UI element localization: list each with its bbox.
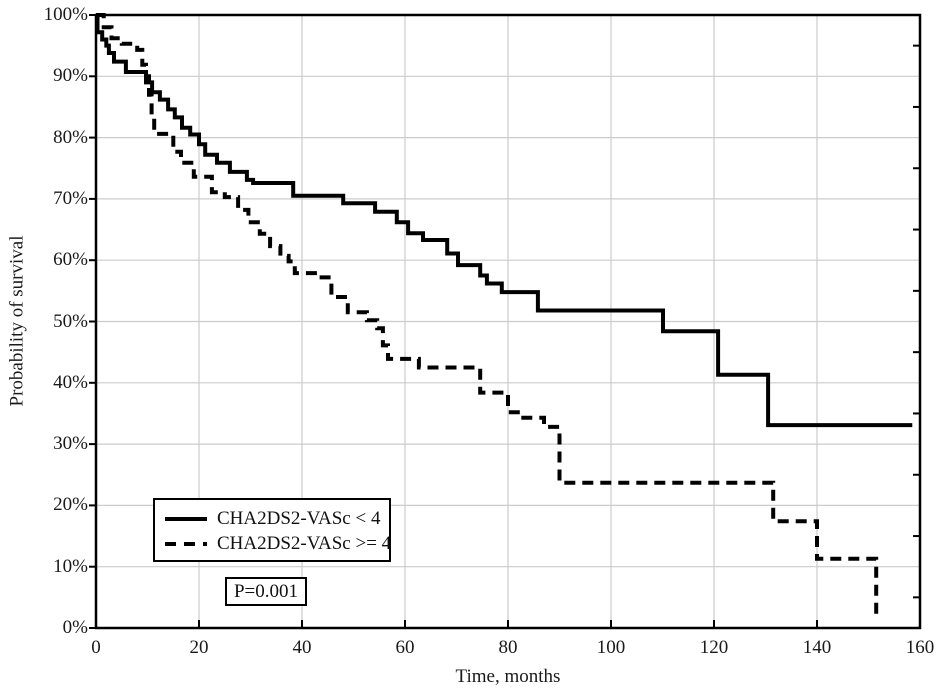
- y-tick-label: 80%: [53, 126, 88, 148]
- x-tick-label: 0: [91, 637, 101, 658]
- solid-line-sample-icon: [165, 516, 207, 521]
- legend-box: CHA2DS2-VASc < 4 CHA2DS2-VASc >= 4: [153, 498, 391, 562]
- survival-curve-high-score: [96, 13, 879, 619]
- y-tick-label: 50%: [53, 310, 88, 332]
- p-value-text: P=0.001: [233, 580, 299, 602]
- x-tick-label: 80: [498, 637, 518, 658]
- y-axis-title: Probability of survival: [6, 235, 28, 407]
- x-tick-label: 100: [596, 637, 626, 658]
- y-tick-label: 100%: [43, 4, 88, 25]
- survival-curve-low-score: [95, 13, 913, 428]
- legend-label-low-score: CHA2DS2-VASc < 4: [217, 507, 381, 529]
- x-axis-title: Time, months: [455, 666, 561, 687]
- y-tick-label: 0%: [62, 617, 88, 638]
- dashed-line-sample-icon: [165, 541, 207, 546]
- y-tick-label: 60%: [53, 249, 88, 271]
- legend-label-high-score: CHA2DS2-VASc >= 4: [217, 532, 392, 554]
- y-tick-label: 30%: [53, 433, 88, 455]
- y-tick-label: 70%: [53, 187, 88, 209]
- x-tick-label: 40: [292, 637, 312, 658]
- y-tick-label: 10%: [53, 555, 88, 577]
- x-tick-label: 140: [802, 637, 832, 658]
- y-tick-label: 90%: [53, 65, 88, 87]
- legend-item-low-score: CHA2DS2-VASc < 4: [165, 506, 389, 531]
- x-tick-label: 60: [395, 637, 415, 658]
- y-tick-label: 40%: [53, 371, 88, 393]
- x-tick-label: 160: [905, 637, 935, 658]
- y-tick-label: 20%: [53, 494, 88, 516]
- legend-item-high-score: CHA2DS2-VASc >= 4: [165, 531, 392, 556]
- x-tick-label: 120: [699, 637, 729, 658]
- x-tick-label: 20: [189, 637, 209, 658]
- p-value-box: P=0.001: [225, 577, 307, 606]
